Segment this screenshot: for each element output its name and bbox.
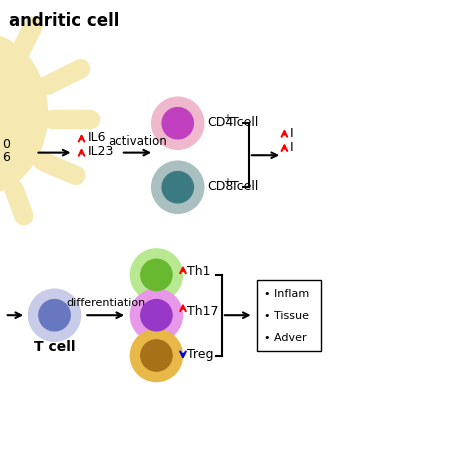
Text: Treg: Treg xyxy=(187,348,214,361)
Text: CD8: CD8 xyxy=(208,180,234,193)
Circle shape xyxy=(141,300,172,331)
Circle shape xyxy=(130,249,182,301)
Text: differentiation: differentiation xyxy=(66,298,146,309)
Text: Tcell: Tcell xyxy=(227,116,258,129)
Circle shape xyxy=(141,259,172,291)
Text: • Inflam: • Inflam xyxy=(264,289,309,299)
Text: andritic cell: andritic cell xyxy=(9,12,120,30)
Text: T cell: T cell xyxy=(34,340,75,354)
FancyBboxPatch shape xyxy=(257,280,321,351)
Circle shape xyxy=(162,172,193,203)
Text: IL23: IL23 xyxy=(88,145,114,158)
Text: Tcell: Tcell xyxy=(227,180,258,193)
Circle shape xyxy=(152,161,204,213)
Circle shape xyxy=(28,289,81,341)
Text: I: I xyxy=(290,141,294,155)
Text: • Adver: • Adver xyxy=(264,333,306,343)
Text: +: + xyxy=(223,112,231,123)
Text: activation: activation xyxy=(108,135,167,148)
Text: +: + xyxy=(223,176,231,187)
Circle shape xyxy=(130,329,182,382)
Circle shape xyxy=(162,108,193,139)
Text: 0: 0 xyxy=(2,138,10,151)
Circle shape xyxy=(130,289,182,341)
Ellipse shape xyxy=(0,33,47,194)
Text: IL6: IL6 xyxy=(88,131,106,144)
Circle shape xyxy=(39,300,70,331)
Text: Th17: Th17 xyxy=(187,305,219,318)
Text: CD4: CD4 xyxy=(208,116,234,129)
Text: • Tissue: • Tissue xyxy=(264,311,309,321)
Circle shape xyxy=(141,340,172,371)
Text: I: I xyxy=(290,127,294,140)
Text: 6: 6 xyxy=(2,151,10,164)
Text: Th1: Th1 xyxy=(187,264,211,278)
Circle shape xyxy=(152,97,204,149)
